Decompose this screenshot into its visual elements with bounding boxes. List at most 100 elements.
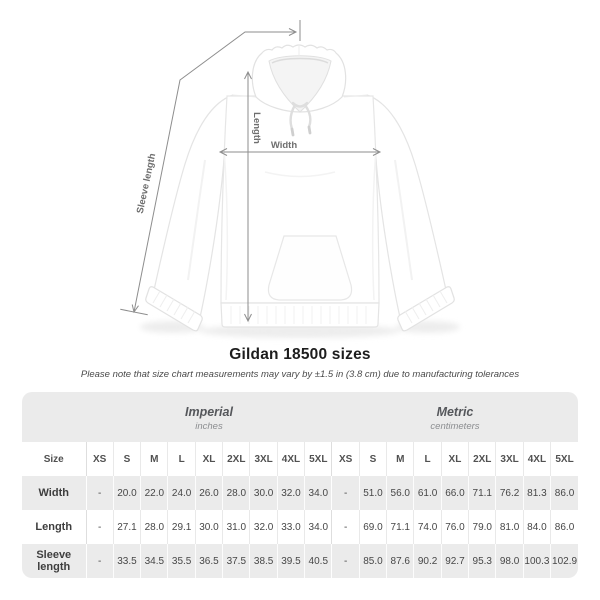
size-table: Imperial inches Metric centimeters Size … bbox=[22, 392, 578, 578]
value-cell: 74.0 bbox=[413, 510, 442, 544]
value-cell: 32.0 bbox=[249, 510, 278, 544]
value-cell: 26.0 bbox=[194, 476, 223, 510]
body-creases bbox=[223, 149, 377, 301]
size-col-header: L bbox=[167, 442, 196, 476]
imperial-sublabel: inches bbox=[195, 421, 223, 432]
size-header-row: Size XS S M L XL 2XL 3XL 4XL 5XL XS S M L XL 2XL 3XL 4XL… bbox=[22, 442, 578, 476]
unit-header-spacer bbox=[22, 392, 86, 442]
size-header-label: Size bbox=[43, 453, 64, 465]
size-col-header: S bbox=[112, 442, 141, 476]
value-cell: 40.5 bbox=[304, 544, 332, 578]
value-cell: 38.5 bbox=[249, 544, 278, 578]
tolerance-note: Please note that size chart measurements… bbox=[80, 369, 520, 380]
value-cell: 86.0 bbox=[550, 476, 578, 510]
size-col-header: 2XL bbox=[468, 442, 496, 476]
value-cell: 76.0 bbox=[440, 510, 469, 544]
value-cell: 32.0 bbox=[276, 476, 305, 510]
size-col-header: 4XL bbox=[276, 442, 305, 476]
size-col-header: XL bbox=[194, 442, 223, 476]
measurement-row: Width -20.0 22.0 24.0 26.0 28.0 30.0 32.0 34.0-5… bbox=[22, 476, 578, 510]
hood-drawstrings bbox=[289, 101, 312, 131]
length-dimension-line bbox=[244, 70, 252, 323]
value-cell: - bbox=[331, 544, 360, 578]
value-cell: - bbox=[85, 510, 114, 544]
value-cell: 35.5 bbox=[167, 544, 196, 578]
value-cell: 86.0 bbox=[550, 510, 578, 544]
value-cell: 61.0 bbox=[413, 476, 442, 510]
value-cell: - bbox=[331, 510, 360, 544]
value-cell: 20.0 bbox=[112, 476, 141, 510]
value-cell: 69.0 bbox=[358, 510, 387, 544]
shoulder-seams bbox=[232, 94, 368, 98]
sleeve-crease-right bbox=[394, 159, 413, 281]
value-cell: 29.1 bbox=[167, 510, 196, 544]
value-cell: 28.0 bbox=[140, 510, 168, 544]
value-cell: 95.3 bbox=[468, 544, 496, 578]
table-body: Width -20.0 22.0 24.0 26.0 28.0 30.0 32.0 34.0-5… bbox=[22, 476, 578, 578]
value-cell: 33.5 bbox=[112, 544, 141, 578]
value-cell: 39.5 bbox=[276, 544, 305, 578]
size-col-header: 2XL bbox=[222, 442, 250, 476]
imperial-label: Imperial bbox=[185, 405, 233, 419]
value-cell: 81.3 bbox=[522, 476, 551, 510]
value-cell: 30.0 bbox=[194, 510, 223, 544]
value-cell: 100.3 bbox=[522, 544, 551, 578]
hood-inner-shade bbox=[271, 57, 329, 64]
value-cell: 28.0 bbox=[222, 476, 250, 510]
size-col-header: 3XL bbox=[249, 442, 278, 476]
size-col-header: 4XL bbox=[522, 442, 551, 476]
size-col-header: S bbox=[358, 442, 387, 476]
value-cell: 51.0 bbox=[358, 476, 387, 510]
size-col-header: 3XL bbox=[495, 442, 524, 476]
value-cell: 102.9 bbox=[550, 544, 578, 578]
value-cell: 30.0 bbox=[249, 476, 278, 510]
unit-header-row: Imperial inches Metric centimeters bbox=[22, 392, 578, 442]
value-cell: 22.0 bbox=[140, 476, 168, 510]
hoodie-size-diagram: Width Length Sleeve length bbox=[120, 20, 460, 338]
size-col-header: XL bbox=[440, 442, 469, 476]
metric-sublabel: centimeters bbox=[430, 421, 480, 432]
value-cell: 76.2 bbox=[495, 476, 524, 510]
value-cell: 27.1 bbox=[112, 510, 141, 544]
value-cell: 31.0 bbox=[222, 510, 250, 544]
metric-label: Metric bbox=[436, 405, 474, 419]
value-cell: - bbox=[85, 476, 114, 510]
unit-header-metric: Metric centimeters bbox=[332, 392, 578, 442]
measurement-row: Sleeve length -33.5 34.5 35.5 36.5 37.5 38.5 39… bbox=[22, 544, 578, 578]
sleeve-dimension-line bbox=[120, 20, 301, 316]
width-label: Width bbox=[271, 140, 297, 151]
size-col-header: L bbox=[413, 442, 442, 476]
size-col-header: XS bbox=[331, 442, 360, 476]
hoodie-cuff-left bbox=[145, 286, 203, 332]
value-cell: 71.1 bbox=[468, 476, 496, 510]
value-cell: 71.1 bbox=[386, 510, 414, 544]
hoodie-pocket bbox=[267, 235, 353, 301]
value-cell: 34.0 bbox=[304, 510, 332, 544]
value-cell: 79.0 bbox=[468, 510, 496, 544]
value-cell: 37.5 bbox=[222, 544, 250, 578]
value-cell: 85.0 bbox=[358, 544, 387, 578]
value-cell: 33.0 bbox=[276, 510, 305, 544]
hood-opening bbox=[268, 55, 332, 113]
page-title: Gildan 18500 sizes bbox=[229, 346, 371, 363]
value-cell: - bbox=[85, 544, 114, 578]
measurement-row-label: Length bbox=[35, 521, 73, 533]
measurement-row-label: Sleeve length bbox=[36, 549, 72, 573]
size-col-header: 5XL bbox=[304, 442, 332, 476]
sleeve-crease-left bbox=[187, 159, 206, 281]
size-table-card: Imperial inches Metric centimeters Size … bbox=[22, 392, 578, 578]
size-col-header: M bbox=[140, 442, 168, 476]
value-cell: 92.7 bbox=[440, 544, 469, 578]
value-cell: 87.6 bbox=[386, 544, 414, 578]
measurement-row-label: Width bbox=[38, 487, 69, 499]
value-cell: 81.0 bbox=[495, 510, 524, 544]
value-cell: 34.5 bbox=[140, 544, 168, 578]
width-dimension-line bbox=[218, 148, 382, 156]
value-cell: 84.0 bbox=[522, 510, 551, 544]
value-cell: - bbox=[331, 476, 360, 510]
hem-ribbing bbox=[230, 306, 367, 324]
measurement-row: Length -27.1 28.0 29.1 30.0 31.0 32.0 33.0 34.0-… bbox=[22, 510, 578, 544]
value-cell: 98.0 bbox=[495, 544, 524, 578]
hoodie-cuff-right bbox=[397, 286, 455, 332]
size-col-header: 5XL bbox=[550, 442, 578, 476]
